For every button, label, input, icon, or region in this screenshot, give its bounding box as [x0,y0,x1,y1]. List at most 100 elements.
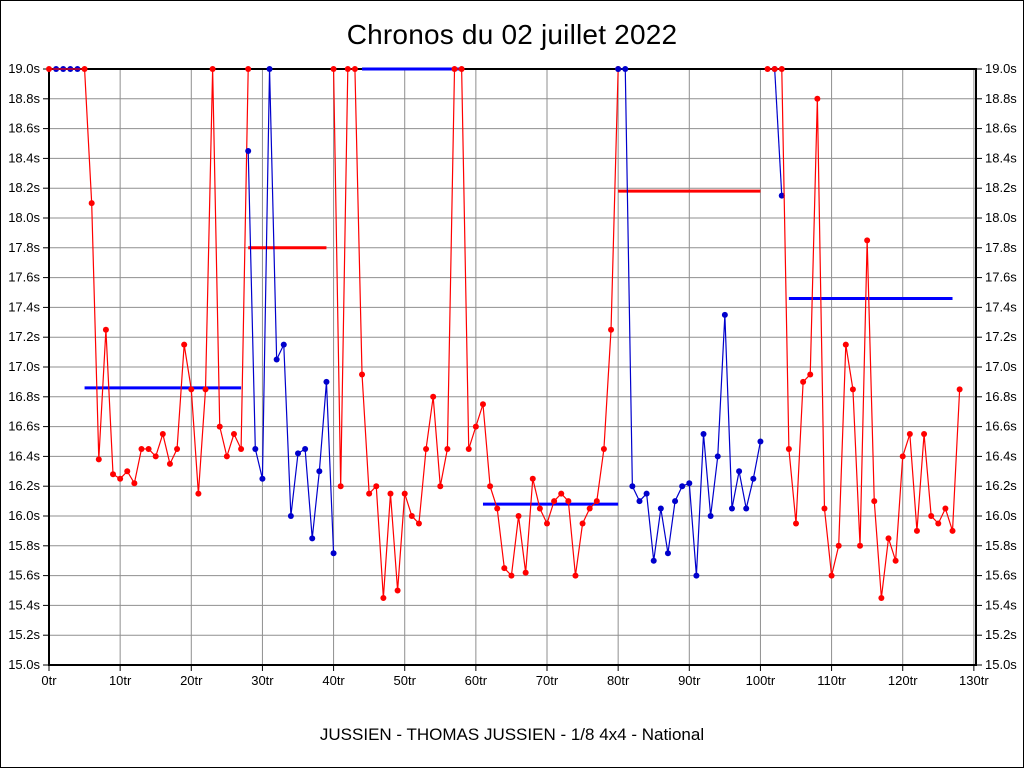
lap-point [373,483,380,490]
lap-point [451,66,458,72]
average-lines [84,67,953,506]
lap-point [892,557,899,564]
y-tick-label-right: 17.0s [985,359,1017,374]
lap-point [778,192,785,199]
lap-point [88,200,95,207]
lap-point [359,371,366,378]
lap-point [529,475,536,482]
lap-point [252,445,259,452]
lap-point [913,527,920,534]
lap-point [551,498,558,505]
y-tick-label-right: 16.6s [985,419,1017,434]
y-tick-label-left: 18.8s [8,91,40,106]
lap-point [842,341,849,348]
lap-point [615,66,622,72]
lap-point [921,431,928,438]
y-tick-label-right: 16.0s [985,508,1017,523]
lap-point [686,480,693,487]
lap-point [679,483,686,490]
y-tick-label-left: 15.0s [8,657,40,672]
x-tick-label: 60tr [465,673,488,688]
lap-point [230,431,237,438]
lap-point [849,386,856,393]
lap-point [380,594,387,601]
y-tick-label-left: 16.8s [8,389,40,404]
lap-point [287,513,294,519]
y-tick-label-left: 18.4s [8,150,40,165]
x-tick-label: 110tr [817,673,846,688]
x-tick-label: 30tr [251,673,274,688]
lap-point [494,505,501,512]
y-tick-label-left: 17.0s [8,359,40,374]
lap-point [707,513,714,519]
lap-point [245,147,252,154]
lap-point [216,423,223,430]
lap-point [935,520,942,527]
y-tick-label-left: 16.6s [8,419,40,434]
lap-point [757,438,764,445]
lap-line [767,68,961,599]
lap-point [401,490,408,497]
lap-point [814,95,821,102]
lap-point [124,468,131,475]
lap-point [366,490,373,497]
y-tick-label-right: 17.6s [985,270,1017,285]
y-tick-label-right: 16.4s [985,448,1017,463]
lap-point [280,341,287,348]
lap-point [572,572,579,579]
lap-point [657,505,664,512]
lap-point [408,513,415,519]
driver-info: JUSSIEN - THOMAS JUSSIEN - 1/8 4x4 - Nat… [319,725,705,744]
x-tick-label: 70tr [536,673,559,688]
series-run-5-red [764,66,963,601]
lap-point [344,66,351,72]
lap-point [188,386,195,393]
lap-point [102,326,109,333]
series-run-1-red [46,66,252,497]
lap-point [906,431,913,438]
lap-point [785,445,792,452]
lap-point [878,594,885,601]
lap-point [586,505,593,512]
chart-axes: 15.0s 15.0s 15.2s 15.2s 15.4s 15.4s 15.6s 15.6s… [8,61,1017,688]
lap-line [774,68,783,196]
lap-point [202,386,209,393]
lap-point [857,542,864,549]
lap-point [152,453,159,460]
lap-point [949,527,956,534]
lap-point [145,445,152,452]
lap-point [828,572,835,579]
lap-point [608,326,615,333]
lap-point [295,450,302,457]
lap-point [259,475,266,482]
y-tick-label-right: 18.4s [985,150,1017,165]
lap-point [650,557,657,564]
lap-point [337,483,344,490]
lap-point [316,468,323,475]
y-tick-label-right: 15.4s [985,597,1017,612]
y-tick-label-right: 18.8s [985,91,1017,106]
lap-point [423,445,430,452]
lap-point [928,513,935,519]
lap-point [728,505,735,512]
lap-point [458,66,465,72]
lap-point [131,480,138,487]
y-tick-label-right: 18.2s [985,180,1017,195]
x-tick-label: 80tr [607,673,630,688]
lap-point [664,550,671,557]
lap-point [821,505,828,512]
lap-point [266,66,273,72]
y-tick-label-right: 17.2s [985,329,1017,344]
lap-point [956,386,963,393]
y-tick-label-right: 15.8s [985,538,1017,553]
lap-point [415,520,422,527]
plot-border [48,68,977,666]
x-tick-label: 0tr [41,673,57,688]
lap-point [508,572,515,579]
lap-point [778,66,785,72]
lap-point [81,66,88,72]
lap-point [166,460,173,467]
lap-point [501,565,508,572]
lap-point [479,401,486,408]
